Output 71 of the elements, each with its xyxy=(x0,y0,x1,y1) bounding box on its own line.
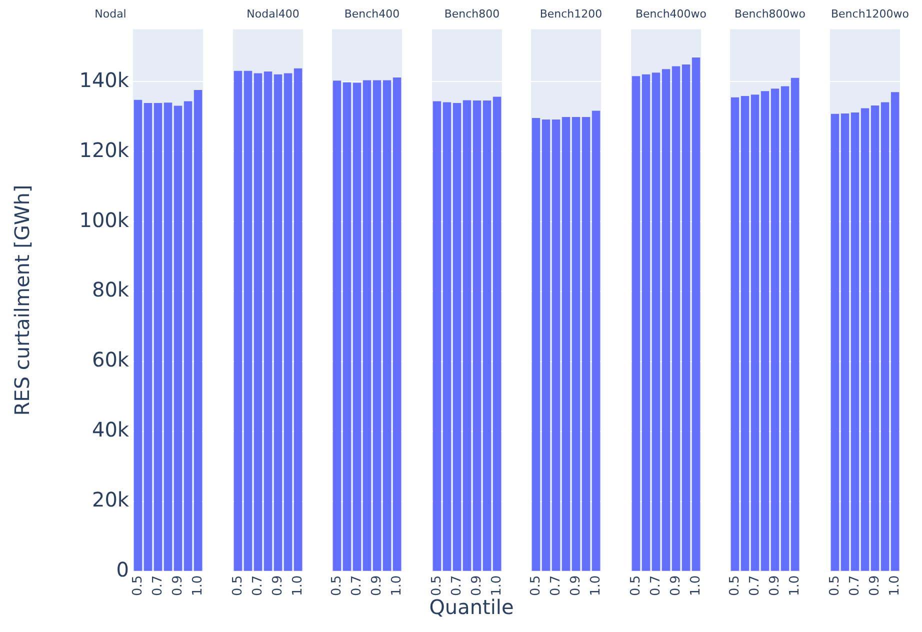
bar xyxy=(651,72,660,571)
bar xyxy=(870,105,879,571)
x-tick-label: 0.7 xyxy=(448,575,464,596)
bar xyxy=(860,108,869,571)
bar xyxy=(880,102,889,571)
x-tick-label: 0.5 xyxy=(727,575,742,596)
bar xyxy=(681,64,690,571)
chart-title: Bench800wo xyxy=(734,7,806,20)
chart-title: Nodal xyxy=(94,7,126,20)
bar xyxy=(830,114,839,571)
x-tick-label: 0.5 xyxy=(230,575,245,596)
x-tick-label: 0.9 xyxy=(568,575,584,596)
x-tick-label: 1.0 xyxy=(787,575,802,596)
chart-title: Bench1200 xyxy=(540,7,602,20)
x-tick-label: 0.5 xyxy=(329,575,344,596)
x-tick-label: 0.5 xyxy=(528,575,544,596)
bar xyxy=(661,69,670,571)
bar xyxy=(134,100,142,571)
y-tick-label: 120k xyxy=(79,138,130,162)
bar xyxy=(144,103,152,571)
chart-title: Nodal400 xyxy=(246,7,299,20)
chart-title: Bench400 xyxy=(344,7,400,20)
bar xyxy=(164,102,172,571)
bar xyxy=(850,112,859,571)
y-tick-label: 140k xyxy=(79,68,130,92)
x-tick-label: 0.5 xyxy=(628,575,643,596)
bar xyxy=(840,113,849,571)
chart-title: Bench1200wo xyxy=(830,7,909,20)
x-tick-label: 1.0 xyxy=(886,575,902,596)
x-tick-label: 0.9 xyxy=(767,575,782,596)
chart-title: Bench800 xyxy=(444,7,500,20)
y-tick-label: 0 xyxy=(116,558,129,582)
x-tick-label: 0.7 xyxy=(548,575,564,596)
bar xyxy=(691,58,700,571)
x-tick-label: 0.9 xyxy=(170,575,186,596)
chart-title: Bench400wo xyxy=(634,7,706,20)
bar xyxy=(631,76,640,571)
x-tick-label: 1.0 xyxy=(290,575,305,596)
y-tick-label: 60k xyxy=(92,348,130,372)
x-tick-label: 0.9 xyxy=(270,575,285,596)
x-axis-title: Quantile xyxy=(428,595,515,619)
bar xyxy=(641,74,650,571)
y-axis-title: RES curtailment [GWh] xyxy=(10,184,34,416)
x-tick-label: 0.7 xyxy=(250,575,265,596)
x-tick-label: 0.9 xyxy=(668,575,683,596)
x-tick-label: 0.5 xyxy=(130,575,146,596)
x-tick-label: 0.7 xyxy=(846,575,862,596)
y-tick-label: 20k xyxy=(92,488,130,512)
x-tick-label: 0.7 xyxy=(349,575,364,596)
x-tick-label: 0.7 xyxy=(150,575,166,596)
y-tick-label: 40k xyxy=(92,418,130,442)
x-tick-label: 0.9 xyxy=(866,575,882,596)
y-tick-label: 100k xyxy=(79,208,130,232)
x-tick-label: 0.9 xyxy=(468,575,484,596)
bar xyxy=(154,103,162,571)
bar xyxy=(890,92,899,571)
x-tick-label: 1.0 xyxy=(488,575,504,596)
x-tick-label: 1.0 xyxy=(688,575,703,596)
bar xyxy=(184,101,192,571)
x-tick-label: 0.7 xyxy=(648,575,663,596)
bar xyxy=(194,90,202,571)
x-tick-label: 0.5 xyxy=(428,575,444,596)
x-tick-label: 1.0 xyxy=(588,575,604,596)
x-tick-label: 1.0 xyxy=(389,575,404,596)
x-tick-label: 1.0 xyxy=(190,575,206,596)
bar xyxy=(671,66,680,571)
x-tick-label: 0.7 xyxy=(747,575,762,596)
x-tick-label: 0.9 xyxy=(369,575,384,596)
x-tick-label: 0.5 xyxy=(826,575,842,596)
bar xyxy=(174,106,182,571)
y-tick-label: 80k xyxy=(92,278,130,302)
